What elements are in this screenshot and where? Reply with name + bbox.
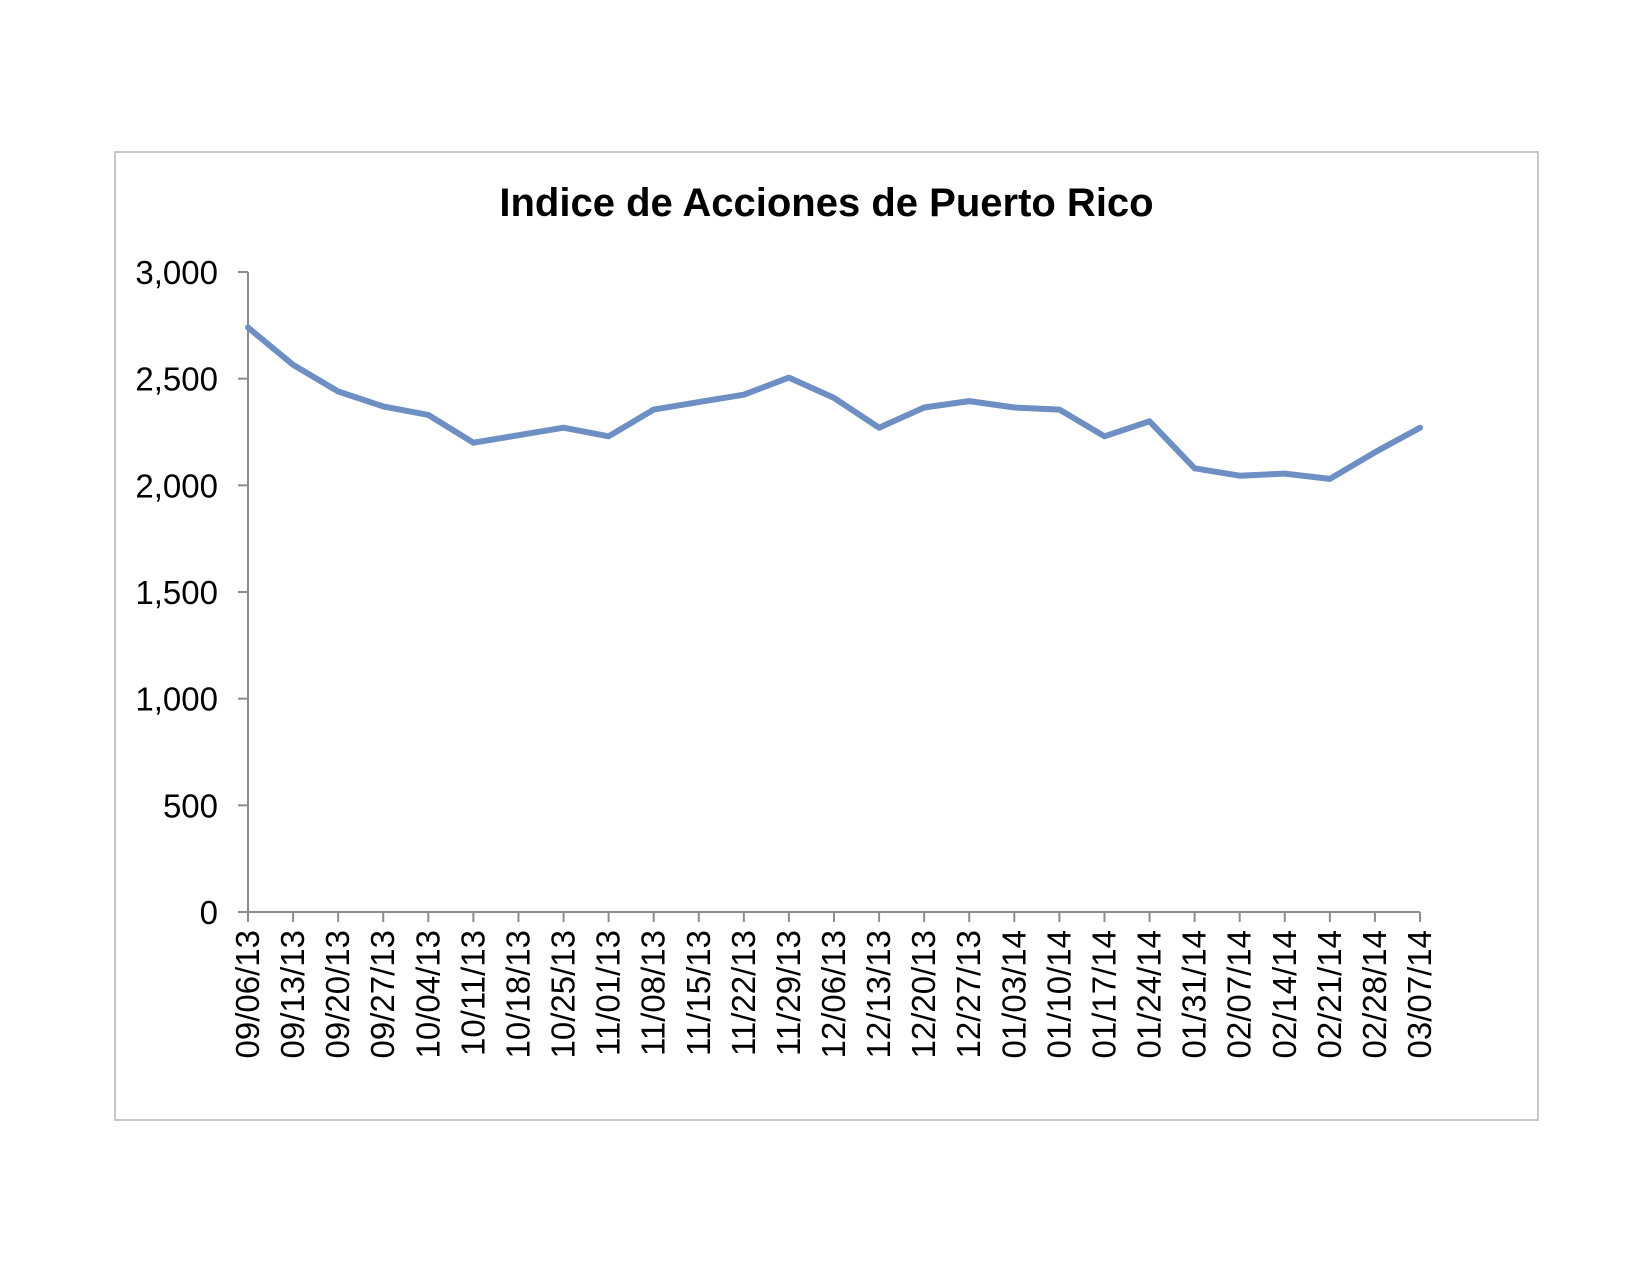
x-axis-ticks: 09/06/13 09/13/13 09/20/13 09/27/13 10/04/13…	[229, 912, 1438, 1058]
y-tick-label: 500	[163, 787, 218, 824]
x-tick-label: 10/04/13	[409, 930, 446, 1058]
x-tick-label: 01/24/14	[1131, 930, 1168, 1058]
series-group	[245, 324, 1423, 482]
x-tick-label: 09/20/13	[319, 930, 356, 1058]
x-tick-label: 10/18/13	[499, 930, 536, 1058]
y-tick-label: 3,000	[135, 254, 218, 291]
x-tick-label: 10/25/13	[545, 930, 582, 1058]
x-tick-label: 03/07/14	[1401, 930, 1438, 1058]
x-tick-label: 10/11/13	[454, 930, 491, 1056]
x-tick-label: 01/31/14	[1176, 930, 1213, 1058]
x-tick-label: 11/15/13	[680, 930, 717, 1056]
x-tick-label: 01/17/14	[1085, 930, 1122, 1058]
x-tick-label: 12/27/13	[950, 930, 987, 1058]
chart-title: Indice de Acciones de Puerto Rico	[499, 181, 1154, 225]
x-tick-label: 09/13/13	[274, 930, 311, 1058]
y-tick-label: 0	[200, 894, 218, 931]
x-tick-label: 01/03/14	[995, 930, 1032, 1058]
y-tick-label: 1,000	[135, 681, 218, 718]
x-tick-label: 09/27/13	[364, 930, 401, 1058]
y-tick-label: 1,500	[135, 574, 218, 611]
axes	[247, 272, 1420, 913]
x-tick-label: 12/13/13	[860, 930, 897, 1058]
x-tick-label: 02/07/14	[1221, 930, 1258, 1058]
x-tick-label: 09/06/13	[229, 930, 266, 1058]
y-axis-ticks: 0 500 1,000 1,500 2,000 2,500 3,000	[135, 254, 248, 931]
x-tick-label: 01/10/14	[1040, 930, 1077, 1058]
x-tick-label: 11/22/13	[725, 930, 762, 1056]
chart-frame: Indice de Acciones de Puerto Rico 0 500 1,…	[114, 151, 1539, 1121]
x-tick-label: 11/29/13	[770, 930, 807, 1056]
x-tick-label: 11/08/13	[635, 930, 672, 1056]
x-tick-label: 02/28/14	[1356, 930, 1393, 1058]
series-line	[245, 324, 1423, 482]
x-tick-label: 02/21/14	[1311, 930, 1348, 1058]
x-tick-label: 12/06/13	[815, 930, 852, 1058]
x-tick-label: 12/20/13	[905, 930, 942, 1058]
y-tick-label: 2,000	[135, 467, 218, 504]
x-tick-label: 11/01/13	[590, 930, 627, 1056]
y-tick-label: 2,500	[135, 361, 218, 398]
x-tick-label: 02/14/14	[1266, 930, 1303, 1058]
